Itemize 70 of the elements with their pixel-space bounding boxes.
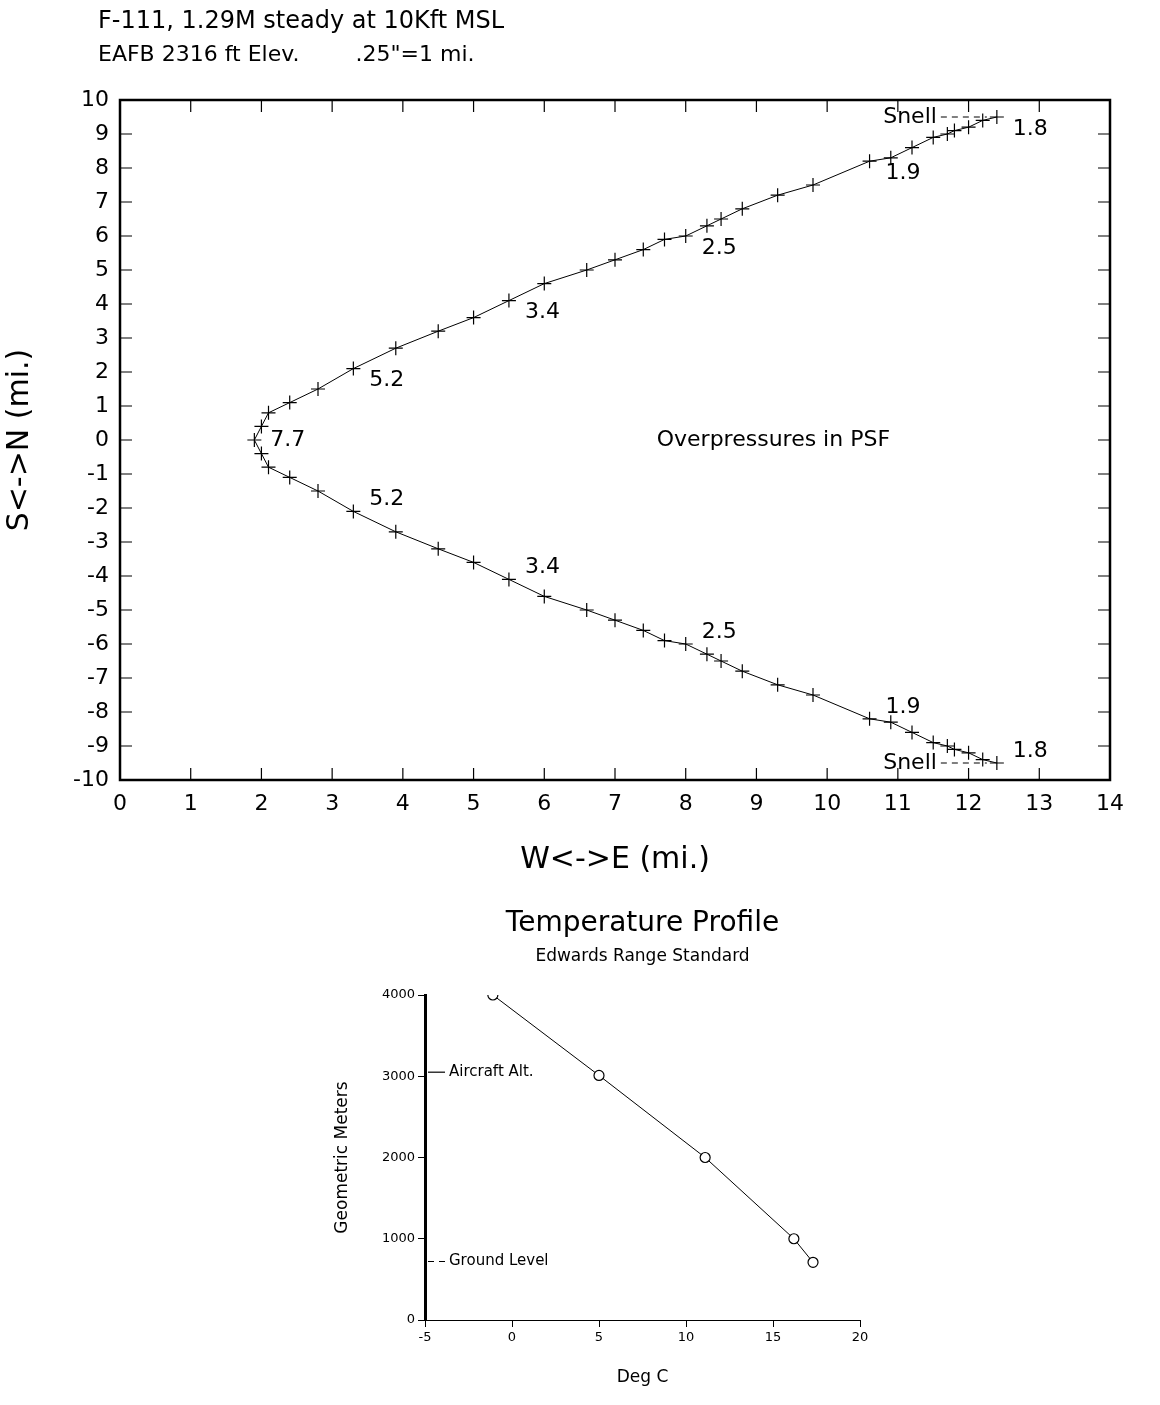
y-tick-label: -6 bbox=[87, 629, 109, 655]
y-tick-label: 0 bbox=[406, 1311, 415, 1327]
x-tick-label: 20 bbox=[851, 1329, 869, 1345]
y-tick-label: -8 bbox=[87, 697, 109, 723]
x-axis-title: W<->E (mi.) bbox=[520, 839, 710, 875]
y-tick-label: 9 bbox=[95, 119, 109, 145]
annotation: 1.8 bbox=[1012, 736, 1048, 762]
y-tick-label: -2 bbox=[87, 493, 109, 519]
y-tick-label: 4000 bbox=[381, 986, 415, 1002]
y-tick-label: 2 bbox=[95, 357, 109, 383]
chart-title: F-111, 1.29M steady at 10Kft MSL bbox=[98, 6, 505, 35]
y-tick-label: 5 bbox=[95, 255, 109, 281]
x-axis-title: Deg C bbox=[616, 1366, 669, 1387]
x-tick-label: 8 bbox=[678, 789, 693, 815]
y-tick-label: -7 bbox=[87, 663, 109, 689]
x-tick-label: 5 bbox=[466, 789, 481, 815]
x-tick-label: 10 bbox=[677, 1329, 695, 1345]
y-tick-label: 0 bbox=[95, 425, 109, 451]
y-tick-label: -4 bbox=[87, 561, 109, 587]
y-tick-label: 4 bbox=[95, 289, 109, 315]
y-tick-label: 8 bbox=[95, 153, 109, 179]
x-tick-label: 2 bbox=[254, 789, 269, 815]
x-tick-label: 5 bbox=[594, 1329, 604, 1345]
y-tick-label: 2000 bbox=[381, 1148, 415, 1164]
y-tick-label: 10 bbox=[81, 85, 109, 111]
ref-line-label: Aircraft Alt. bbox=[449, 1062, 534, 1081]
chart-subtitle: EAFB 2316 ft Elev. .25"=1 mi. bbox=[98, 40, 475, 66]
x-tick-label: -5 bbox=[418, 1329, 432, 1345]
x-tick-label: 7 bbox=[608, 789, 622, 815]
y-axis-title: Geometric Meters bbox=[330, 1081, 351, 1234]
x-tick-label: 13 bbox=[1025, 789, 1054, 815]
annotation: Overpressures in PSF bbox=[656, 425, 891, 451]
y-tick-label: 3000 bbox=[381, 1067, 415, 1083]
y-tick-label: 1000 bbox=[381, 1230, 415, 1246]
x-tick-label: 14 bbox=[1096, 789, 1124, 815]
x-tick-label: 6 bbox=[537, 789, 552, 815]
annotation: 5.2 bbox=[369, 366, 405, 392]
x-tick-label: 12 bbox=[954, 789, 983, 815]
x-tick-label: 9 bbox=[749, 789, 764, 815]
annotation: 7.7 bbox=[270, 425, 306, 451]
x-tick-label: 10 bbox=[813, 789, 842, 815]
annotation: Snell bbox=[883, 748, 937, 774]
y-axis-title: S<->N (mi.) bbox=[0, 348, 35, 532]
annotation: 2.5 bbox=[701, 617, 737, 643]
y-tick-label: -9 bbox=[87, 731, 109, 757]
chart-title: Temperature Profile bbox=[504, 905, 780, 939]
x-tick-label: 0 bbox=[507, 1329, 517, 1345]
annotation: 1.9 bbox=[885, 158, 921, 184]
y-tick-label: 7 bbox=[95, 187, 109, 213]
y-tick-label: -5 bbox=[87, 595, 109, 621]
x-tick-label: 11 bbox=[883, 789, 912, 815]
x-tick-label: 15 bbox=[764, 1329, 782, 1345]
annotation: Snell bbox=[883, 102, 937, 128]
ref-line-label: Ground Level bbox=[449, 1251, 549, 1270]
x-tick-label: 1 bbox=[183, 789, 198, 815]
annotation: 3.4 bbox=[524, 553, 560, 579]
x-tick-label: 0 bbox=[113, 789, 127, 815]
annotation: 1.8 bbox=[1012, 114, 1048, 140]
y-tick-label: 3 bbox=[95, 323, 109, 349]
y-tick-label: 1 bbox=[95, 391, 109, 417]
annotation: 5.2 bbox=[369, 485, 405, 511]
annotation: 1.9 bbox=[885, 692, 921, 718]
y-tick-label: 6 bbox=[95, 221, 109, 247]
y-tick-label: -3 bbox=[87, 527, 109, 553]
y-tick-label: -10 bbox=[73, 765, 109, 791]
annotation: 2.5 bbox=[701, 233, 737, 259]
annotation: 3.4 bbox=[524, 298, 560, 324]
x-tick-label: 3 bbox=[325, 789, 340, 815]
chart-subtitle: Edwards Range Standard bbox=[535, 944, 750, 965]
y-tick-label: -1 bbox=[87, 459, 109, 485]
